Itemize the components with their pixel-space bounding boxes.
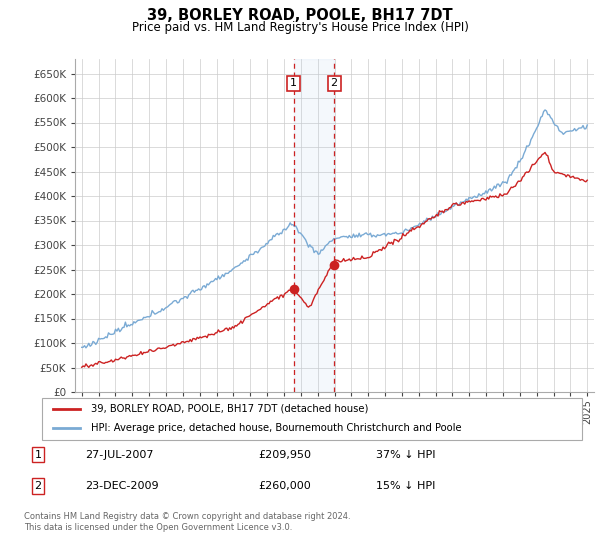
Text: Contains HM Land Registry data © Crown copyright and database right 2024.
This d: Contains HM Land Registry data © Crown c… bbox=[24, 512, 350, 532]
Text: 37% ↓ HPI: 37% ↓ HPI bbox=[376, 450, 435, 460]
Text: 23-DEC-2009: 23-DEC-2009 bbox=[85, 481, 159, 491]
Text: £209,950: £209,950 bbox=[259, 450, 311, 460]
Text: 1: 1 bbox=[34, 450, 41, 460]
Text: 2: 2 bbox=[34, 481, 41, 491]
Text: 2: 2 bbox=[331, 78, 338, 88]
Bar bbox=[293, 59, 334, 392]
Text: £260,000: £260,000 bbox=[259, 481, 311, 491]
Text: HPI: Average price, detached house, Bournemouth Christchurch and Poole: HPI: Average price, detached house, Bour… bbox=[91, 423, 461, 433]
Text: 1: 1 bbox=[290, 78, 297, 88]
Text: 15% ↓ HPI: 15% ↓ HPI bbox=[376, 481, 435, 491]
Text: 39, BORLEY ROAD, POOLE, BH17 7DT (detached house): 39, BORLEY ROAD, POOLE, BH17 7DT (detach… bbox=[91, 404, 368, 414]
Text: Price paid vs. HM Land Registry's House Price Index (HPI): Price paid vs. HM Land Registry's House … bbox=[131, 21, 469, 34]
FancyBboxPatch shape bbox=[42, 398, 582, 440]
Text: 39, BORLEY ROAD, POOLE, BH17 7DT: 39, BORLEY ROAD, POOLE, BH17 7DT bbox=[147, 8, 453, 24]
Text: 27-JUL-2007: 27-JUL-2007 bbox=[85, 450, 154, 460]
